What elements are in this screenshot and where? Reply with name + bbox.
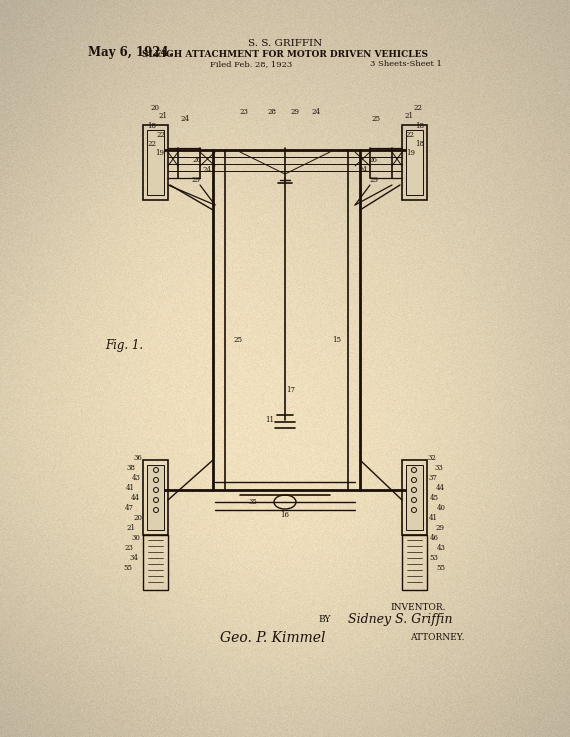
Text: 28: 28 (267, 108, 276, 116)
Text: 25: 25 (234, 336, 242, 344)
Bar (143, 125, 168, 200)
Text: 41: 41 (125, 484, 135, 492)
Text: 24: 24 (359, 166, 368, 174)
Text: 29: 29 (192, 176, 201, 184)
Text: 18: 18 (148, 122, 157, 130)
Text: 33: 33 (435, 464, 443, 472)
Text: 19: 19 (156, 149, 165, 157)
Text: May 6, 1924.: May 6, 1924. (88, 46, 173, 58)
Text: 23: 23 (239, 108, 249, 116)
Text: Geo. P. Kimmel: Geo. P. Kimmel (220, 631, 325, 645)
Text: 44: 44 (435, 484, 445, 492)
Text: 22: 22 (148, 140, 157, 148)
Bar (402, 460, 427, 535)
Text: 38: 38 (127, 464, 136, 472)
Text: INVENTOR.: INVENTOR. (390, 604, 446, 612)
Text: BY: BY (318, 615, 331, 624)
Text: 41: 41 (429, 514, 438, 522)
Text: 55: 55 (437, 564, 446, 572)
Text: 20: 20 (133, 514, 142, 522)
Text: 46: 46 (430, 534, 438, 542)
Text: ATTORNEY.: ATTORNEY. (410, 634, 465, 643)
Text: Fig. 1.: Fig. 1. (105, 338, 143, 352)
Text: 24: 24 (202, 166, 211, 174)
Text: Sidney S. Griffin: Sidney S. Griffin (348, 613, 453, 626)
Bar (406, 130, 423, 195)
Text: 37: 37 (429, 474, 437, 482)
Text: 44: 44 (131, 494, 140, 502)
Text: 25: 25 (372, 115, 381, 123)
Text: 11: 11 (266, 416, 275, 424)
Text: 29: 29 (369, 176, 378, 184)
Text: S. S. GRIFFIN: S. S. GRIFFIN (248, 38, 322, 47)
Text: 21: 21 (405, 112, 413, 120)
Text: 26: 26 (193, 156, 202, 164)
Text: SLEIGH ATTACHMENT FOR MOTOR DRIVEN VEHICLES: SLEIGH ATTACHMENT FOR MOTOR DRIVEN VEHIC… (142, 49, 428, 58)
Text: 18: 18 (416, 140, 425, 148)
Text: 21: 21 (127, 524, 136, 532)
Text: 18: 18 (416, 122, 425, 130)
Bar (406, 465, 423, 530)
Text: 53: 53 (430, 554, 438, 562)
Text: 24: 24 (181, 115, 189, 123)
Text: 30: 30 (132, 534, 140, 542)
Text: 21: 21 (158, 112, 168, 120)
Text: 29: 29 (291, 108, 299, 116)
Text: 43: 43 (437, 544, 445, 552)
Text: 43: 43 (132, 474, 140, 482)
Bar (143, 460, 168, 535)
Text: 16: 16 (280, 511, 290, 519)
Text: 22: 22 (157, 131, 165, 139)
Text: 24: 24 (311, 108, 320, 116)
Text: 26: 26 (368, 156, 377, 164)
Text: 17: 17 (287, 386, 295, 394)
Text: 32: 32 (428, 454, 437, 462)
Text: 22: 22 (413, 104, 422, 112)
Text: 40: 40 (437, 504, 446, 512)
Text: 36: 36 (133, 454, 142, 462)
Bar (402, 535, 427, 590)
Text: Filed Feb. 28, 1923: Filed Feb. 28, 1923 (210, 60, 292, 68)
Bar (147, 465, 164, 530)
Text: 29: 29 (435, 524, 445, 532)
Text: 45: 45 (430, 494, 438, 502)
Text: 47: 47 (124, 504, 133, 512)
Text: 15: 15 (332, 336, 341, 344)
Text: 23: 23 (125, 544, 133, 552)
Bar (402, 125, 427, 200)
Bar (143, 535, 168, 590)
Text: 34: 34 (129, 554, 139, 562)
Text: 20: 20 (150, 104, 160, 112)
Text: 55: 55 (124, 564, 132, 572)
Text: 19: 19 (406, 149, 416, 157)
Text: 35: 35 (249, 498, 258, 506)
Text: 22: 22 (405, 131, 414, 139)
Bar (147, 130, 164, 195)
Text: 3 Sheets-Sheet 1: 3 Sheets-Sheet 1 (370, 60, 442, 68)
